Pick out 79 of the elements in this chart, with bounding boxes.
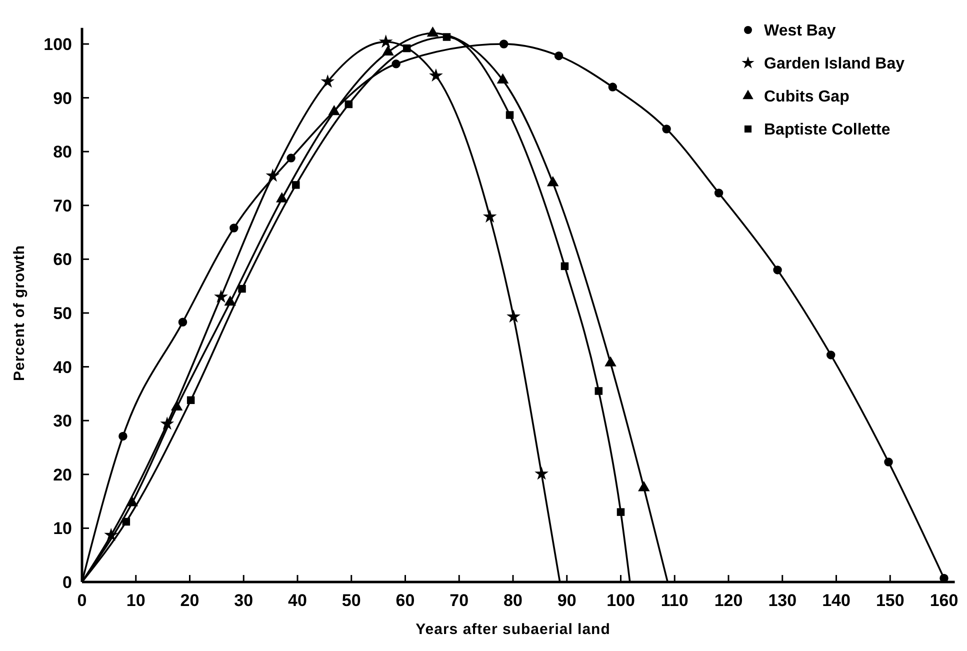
legend-label: Cubits Gap: [764, 88, 850, 106]
point: [496, 73, 509, 84]
point: [884, 458, 893, 466]
x-tick-label: 40: [288, 591, 307, 610]
x-tick-label: 20: [180, 591, 200, 610]
y-tick-label: 60: [53, 250, 72, 270]
point: [224, 295, 236, 306]
y-tick-label: 80: [53, 142, 72, 162]
y-tick-label: 20: [53, 465, 72, 484]
point: [118, 432, 128, 441]
x-tick-label: 130: [768, 591, 797, 610]
point: [638, 481, 650, 492]
y-tick-label: 30: [53, 412, 72, 431]
y-tick-label: 50: [53, 304, 72, 323]
x-tick-label: 70: [450, 591, 469, 610]
x-tick-label: 0: [77, 591, 87, 610]
x-axis-title: Years after subaerial land: [416, 621, 610, 638]
point: [266, 168, 280, 182]
point: [402, 44, 411, 52]
point: [286, 154, 296, 162]
point: [506, 309, 520, 323]
x-tick-label: 90: [557, 591, 576, 610]
y-tick-label: 90: [53, 88, 72, 108]
x-tick-label: 80: [504, 591, 522, 610]
point: [499, 40, 508, 48]
point: [186, 396, 195, 404]
point: [320, 74, 335, 88]
point: [546, 176, 559, 186]
point: [178, 318, 188, 327]
point: [482, 209, 497, 223]
point: [773, 266, 782, 274]
point: [276, 192, 288, 202]
point: [230, 224, 238, 232]
x-tick-label: 50: [342, 591, 361, 610]
point: [238, 284, 246, 293]
legend-label: Garden Island Bay: [764, 56, 905, 73]
point: [328, 104, 340, 116]
point: [560, 262, 569, 270]
point: [594, 387, 603, 395]
x-tick-label: 120: [714, 591, 743, 610]
x-tick-label: 140: [822, 591, 850, 610]
point: [126, 496, 138, 506]
x-tick-label: 60: [396, 591, 415, 610]
point: [616, 508, 625, 516]
y-tick-label: 10: [53, 519, 72, 538]
point: [826, 350, 836, 360]
point: [104, 528, 118, 542]
point: [506, 111, 514, 119]
y-tick-label: 0: [62, 572, 72, 592]
y-tick-label: 100: [44, 34, 72, 54]
x-tick-label: 30: [234, 591, 254, 610]
x-tick-label: 110: [660, 591, 688, 610]
point: [392, 60, 400, 68]
point: [604, 356, 616, 366]
point: [170, 400, 183, 411]
point: [608, 82, 618, 92]
point: [554, 51, 564, 60]
y-axis-title: Percent of growth: [11, 244, 28, 382]
point: [122, 518, 130, 526]
point: [160, 416, 174, 430]
point: [442, 33, 451, 41]
point: [662, 124, 671, 134]
point: [378, 34, 393, 48]
point: [429, 68, 443, 82]
point: [426, 26, 439, 37]
x-tick-label: 10: [126, 591, 146, 610]
point: [534, 466, 549, 480]
x-tick-label: 160: [930, 591, 958, 610]
x-tick-label: 150: [876, 591, 904, 610]
point: [382, 45, 394, 56]
point: [344, 100, 353, 108]
point: [714, 188, 724, 198]
x-tick-label: 100: [606, 591, 635, 610]
point: [214, 290, 228, 303]
y-tick-label: 70: [53, 196, 72, 216]
point: [292, 181, 300, 189]
y-tick-label: 40: [53, 358, 72, 377]
legend-label: West Bay: [764, 22, 836, 40]
legend-label: Baptiste Collette: [764, 122, 890, 139]
